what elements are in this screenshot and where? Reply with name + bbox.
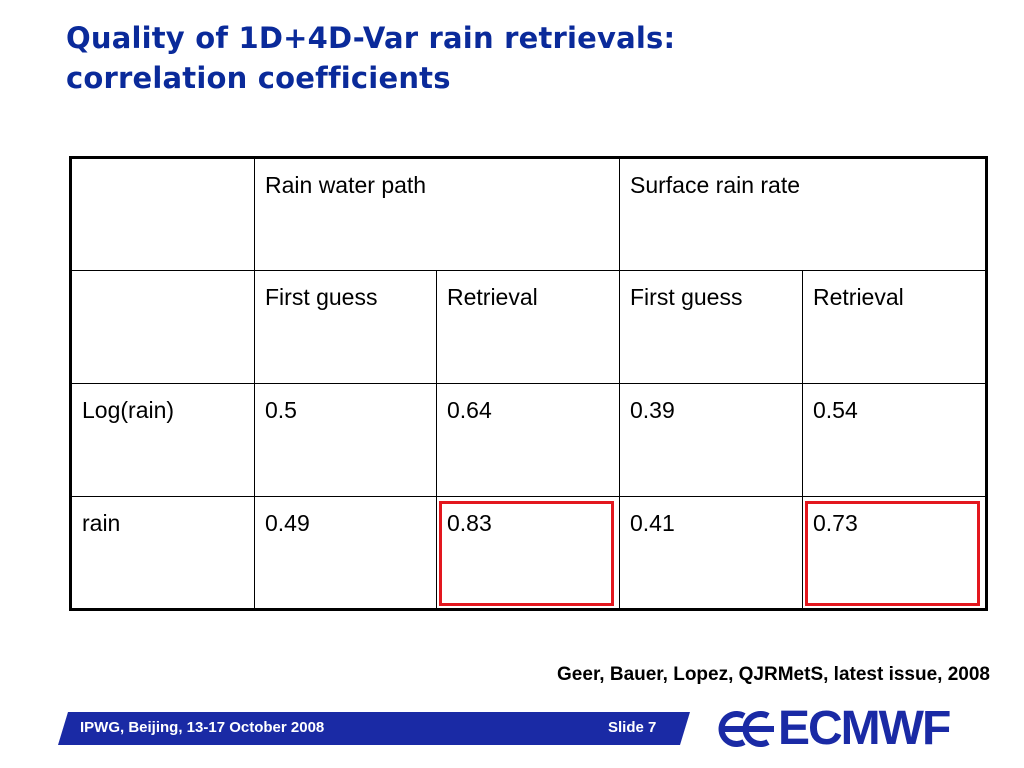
table-cell: 0.41 [619,496,803,610]
row-label: Log(rain) [70,383,255,497]
table-cell: 0.5 [254,383,437,497]
slide-title: Quality of 1D+4D-Var rain retrievals: co… [66,18,675,98]
header-surface-rain-rate: Surface rain rate [619,157,987,271]
table-subheader-row: First guess Retrieval First guess Retrie… [70,270,987,384]
table-header-row: Rain water path Surface rain rate [70,157,987,271]
table-cell-highlighted: 0.73 [802,496,987,610]
table-cell: 0.49 [254,496,437,610]
table-corner-cell [70,157,255,271]
subheader-cell: First guess [254,270,437,384]
footer-band-shape [58,712,690,745]
slide-title-line2: correlation coefficients [66,61,451,95]
table-cell: 0.64 [436,383,620,497]
slide-title-line1: Quality of 1D+4D-Var rain retrievals: [66,21,676,55]
subheader-cell: Retrieval [802,270,987,384]
table-cell-highlighted: 0.83 [436,496,620,610]
table-cell: 0.54 [802,383,987,497]
highlighted-value: 0.73 [813,510,858,536]
subheader-cell: First guess [619,270,803,384]
table-row: Log(rain) 0.5 0.64 0.39 0.54 [70,383,987,497]
footer-slide-number: Slide 7 [608,719,657,736]
ecmwf-logo-icon [718,711,774,747]
subheader-cell: Retrieval [436,270,620,384]
ecmwf-logo-text: ECMWF [778,702,951,755]
footer-event-text: IPWG, Beijing, 13-17 October 2008 [80,719,325,736]
correlation-table: Rain water path Surface rain rate First … [69,156,988,611]
ecmwf-logo: ECMWF [718,702,958,755]
header-rain-water-path: Rain water path [254,157,620,271]
table-cell: 0.39 [619,383,803,497]
citation: Geer, Bauer, Lopez, QJRMetS, latest issu… [557,664,990,685]
table-subheader-empty-cell [70,270,255,384]
footer-band: IPWG, Beijing, 13-17 October 2008 Slide … [58,712,690,745]
row-label: rain [70,496,255,610]
table-row: rain 0.49 0.83 0.41 0.73 [70,496,987,610]
highlighted-value: 0.83 [447,510,492,536]
